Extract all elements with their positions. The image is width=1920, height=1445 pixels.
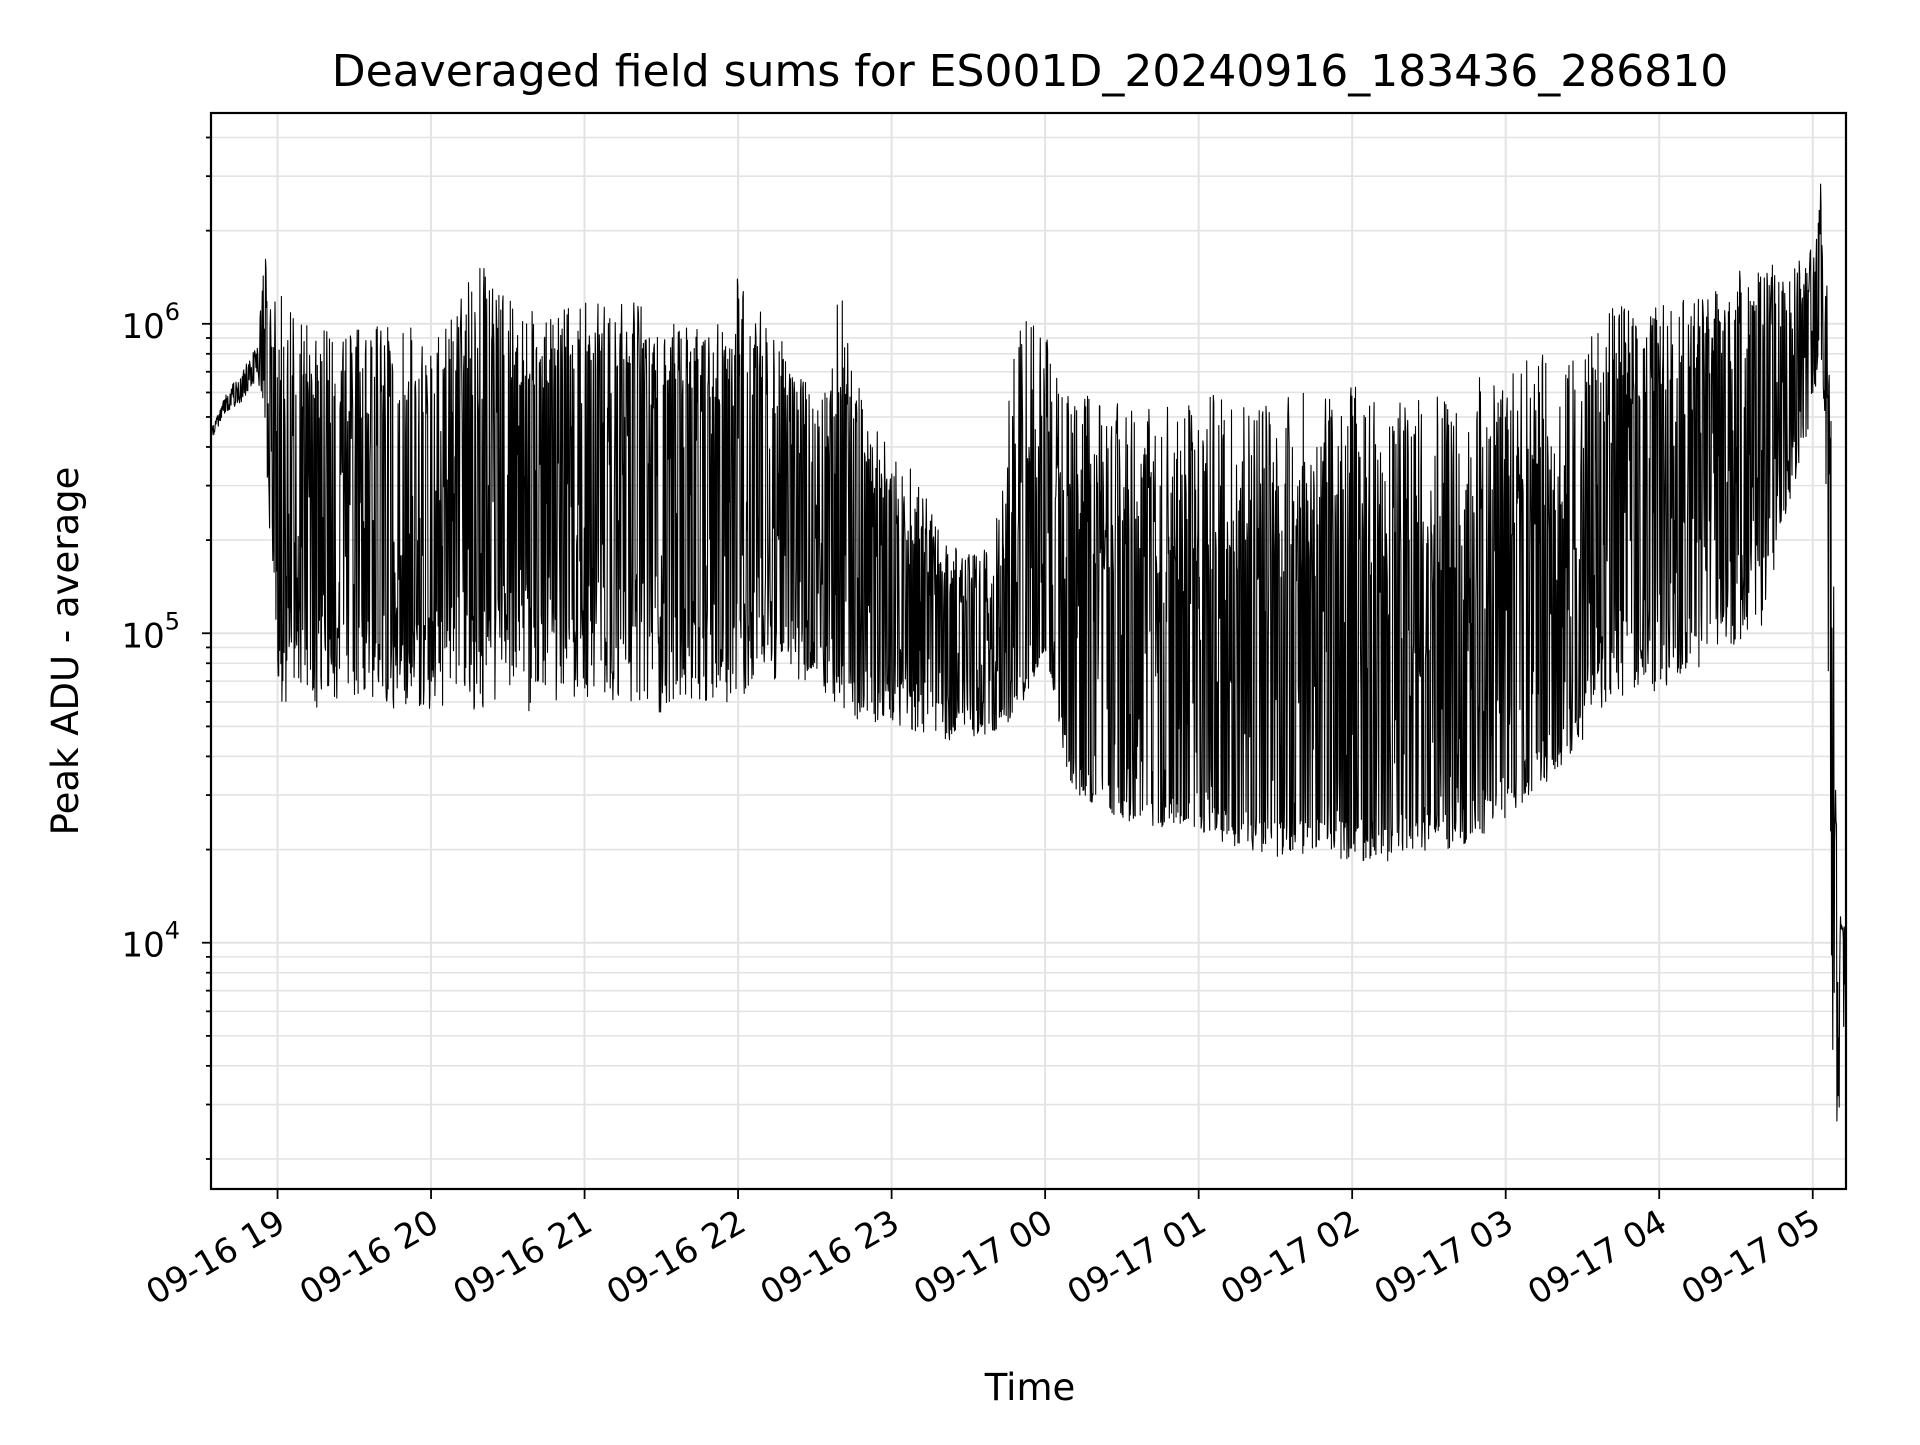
series-line bbox=[210, 183, 1847, 1122]
chart-title: Deaveraged field sums for ES001D_2024091… bbox=[332, 46, 1728, 97]
y-tick-label: 106 bbox=[121, 298, 180, 347]
x-axis-label: Time bbox=[984, 1366, 1076, 1409]
y-axis-label: Peak ADU - average bbox=[44, 467, 87, 836]
plot-frame bbox=[209, 111, 1848, 1191]
y-tick-label: 104 bbox=[121, 917, 180, 966]
data-series bbox=[210, 183, 1847, 1122]
y-tick-label: 105 bbox=[121, 607, 180, 656]
